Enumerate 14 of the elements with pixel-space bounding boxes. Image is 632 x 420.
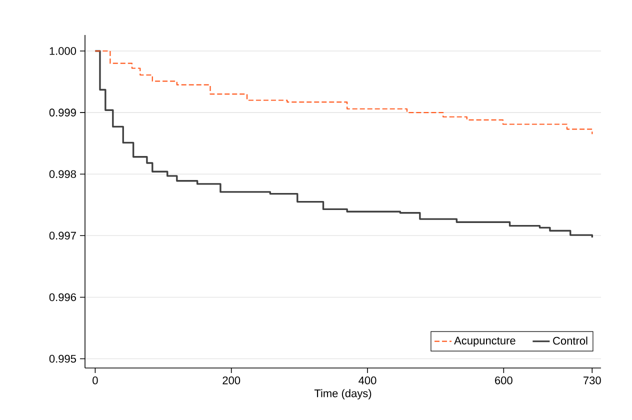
y-tick-label: 0.996 [49,293,76,302]
x-tick-label: 0 [92,376,98,384]
x-tick-label: 400 [358,376,376,384]
y-tick-label: 1.000 [50,47,76,55]
x-tick-label: 600 [495,376,512,384]
y-tick-label: 0.999 [49,108,76,116]
y-tick-label: 0.995 [49,354,76,363]
x-tick-label: 730 [584,376,601,384]
legend-label: Control [553,336,588,345]
y-tick-label: 0.998 [49,170,76,178]
x-axis-title: Time (days) [314,389,372,400]
legend-label: Acupuncture [454,336,516,347]
y-tick-label: 0.997 [49,232,76,240]
x-tick-label: 200 [222,376,240,384]
